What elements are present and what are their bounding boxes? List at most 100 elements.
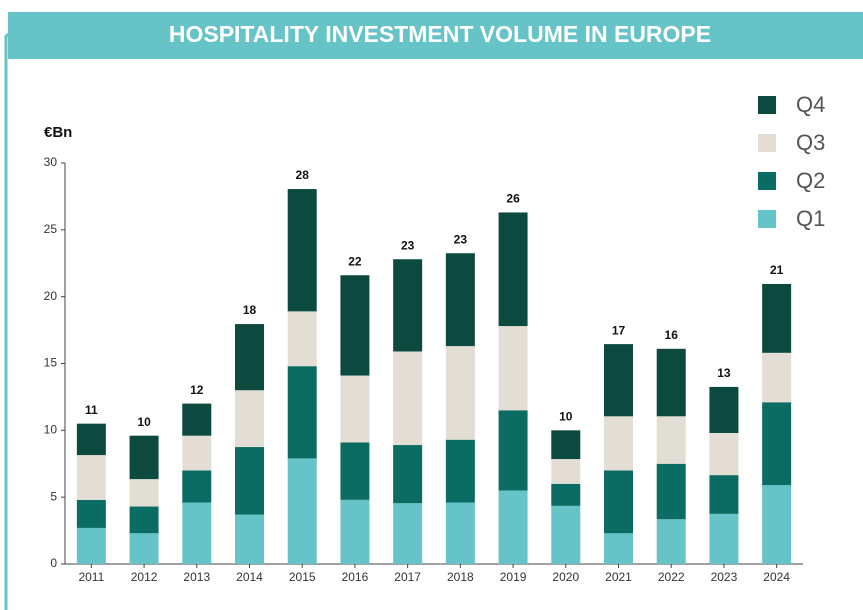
- total-label: 10: [137, 415, 151, 429]
- y-tick-label: 30: [44, 155, 58, 169]
- total-label: 22: [348, 254, 362, 268]
- bar-segment: [393, 503, 423, 564]
- bar-segment: [235, 514, 264, 564]
- bar-segment: [235, 390, 264, 448]
- legend-swatch: [758, 210, 776, 228]
- x-tick-label: 2020: [552, 570, 579, 584]
- bar-segment: [656, 519, 686, 564]
- x-tick-label: 2013: [183, 570, 210, 584]
- legend-label: Q2: [796, 168, 825, 193]
- bar-segment: [551, 430, 581, 460]
- bar-segment: [393, 351, 423, 446]
- bar-segment: [129, 533, 159, 564]
- bar-segment: [551, 505, 581, 564]
- x-tick-label: 2016: [342, 570, 369, 584]
- bar-segment: [445, 502, 475, 564]
- bar-segment: [709, 475, 739, 514]
- bar-segment: [445, 253, 475, 347]
- bar-segment: [129, 479, 159, 507]
- total-label: 18: [243, 303, 257, 317]
- bar-segment: [656, 416, 686, 464]
- bar-segment: [551, 483, 581, 506]
- bar-segment: [393, 259, 423, 352]
- title: HOSPITALITY INVESTMENT VOLUME IN EUROPE: [169, 21, 711, 47]
- bar-segment: [656, 348, 686, 417]
- bar-segment: [129, 506, 159, 534]
- x-tick-label: 2019: [500, 570, 527, 584]
- bar-segment: [235, 324, 264, 391]
- bar-segment: [762, 283, 792, 353]
- bar-segment: [287, 189, 317, 312]
- total-label: 13: [717, 366, 731, 380]
- legend-swatch: [758, 96, 776, 114]
- bar-segment: [76, 527, 106, 564]
- y-tick-label: 10: [44, 423, 58, 437]
- bar-segment: [656, 463, 686, 520]
- bar-segment: [445, 346, 475, 440]
- bar-segment: [709, 386, 739, 434]
- y-tick-label: 5: [50, 489, 57, 503]
- bar-segment: [604, 470, 633, 534]
- bar-segment: [340, 375, 370, 443]
- bar-segment: [604, 416, 633, 471]
- bar-segment: [498, 212, 528, 327]
- bar-segment: [129, 435, 159, 480]
- x-tick-label: 2017: [394, 570, 421, 584]
- bar-segment: [287, 458, 317, 564]
- bar-segment: [340, 499, 370, 564]
- bar-segment: [393, 445, 423, 504]
- bar-segment: [182, 502, 212, 564]
- x-tick-label: 2014: [236, 570, 263, 584]
- total-label: 21: [770, 263, 784, 277]
- bar-segment: [76, 499, 106, 528]
- bar-segment: [340, 275, 370, 376]
- total-label: 28: [296, 168, 310, 182]
- bar-segment: [182, 403, 212, 436]
- bar-segment: [498, 410, 528, 491]
- total-label: 23: [401, 238, 415, 252]
- total-label: 23: [454, 232, 468, 246]
- x-tick-label: 2011: [78, 570, 104, 584]
- bar-segment: [709, 513, 739, 564]
- y-tick-label: 0: [50, 556, 57, 570]
- x-tick-label: 2023: [711, 570, 738, 584]
- bar-segment: [182, 470, 212, 503]
- total-label: 11: [85, 403, 98, 417]
- bar-segment: [76, 423, 106, 456]
- legend-swatch: [758, 172, 776, 190]
- bar-segment: [604, 344, 633, 417]
- x-tick-label: 2018: [447, 570, 474, 584]
- bar-segment: [762, 352, 792, 403]
- legend-label: Q1: [796, 206, 825, 231]
- x-tick-label: 2021: [605, 570, 632, 584]
- bar-segment: [762, 485, 792, 564]
- total-label: 12: [190, 383, 204, 397]
- y-tick-label: 15: [44, 356, 58, 370]
- bar-segment: [445, 439, 475, 503]
- bar-segment: [762, 402, 792, 486]
- x-tick-label: 2024: [763, 570, 790, 584]
- total-label: 10: [559, 410, 573, 424]
- legend-label: Q3: [796, 130, 825, 155]
- bar-segment: [76, 455, 106, 500]
- total-label: 26: [506, 192, 520, 206]
- bar-segment: [498, 326, 528, 411]
- bar-segment: [551, 459, 581, 484]
- bar-segment: [287, 366, 317, 459]
- total-label: 17: [612, 323, 626, 337]
- y-tick-label: 25: [44, 222, 58, 236]
- y-tick-label: 20: [44, 289, 58, 303]
- legend-swatch: [758, 134, 776, 152]
- bar-segment: [182, 435, 212, 471]
- x-tick-label: 2015: [289, 570, 316, 584]
- bar-segment: [604, 533, 633, 564]
- x-tick-label: 2012: [131, 570, 158, 584]
- bar-segment: [287, 311, 317, 367]
- total-label: 16: [665, 328, 679, 342]
- x-tick-label: 2022: [658, 570, 685, 584]
- bar-segment: [340, 442, 370, 500]
- y-axis-label: €Bn: [44, 124, 72, 141]
- header-band: [8, 12, 863, 59]
- bar-segment: [498, 490, 528, 564]
